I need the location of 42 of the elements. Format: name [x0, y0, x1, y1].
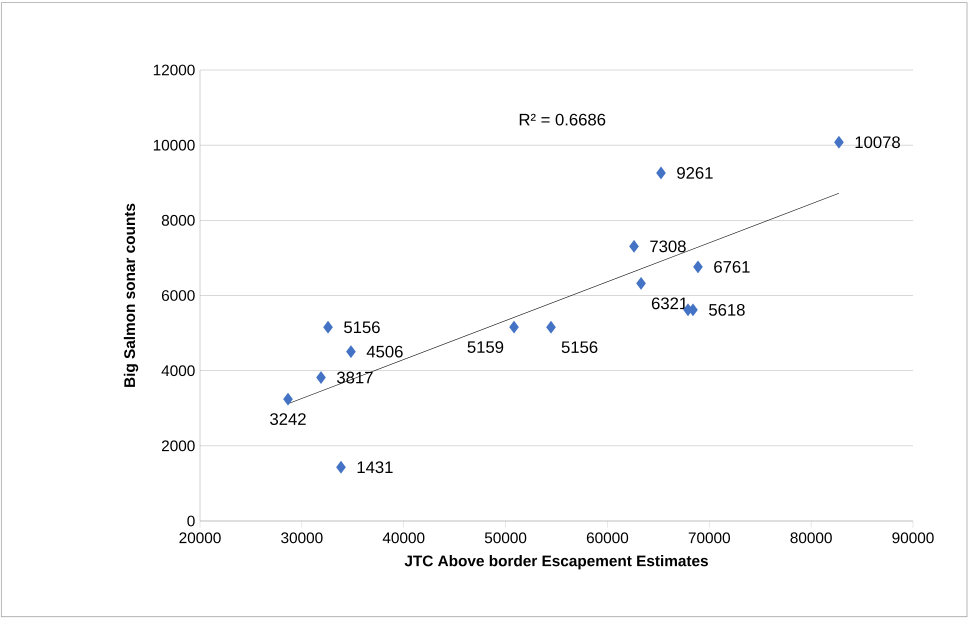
x-tick-label: 70000 [688, 532, 730, 544]
data-label: 3242 [270, 413, 306, 426]
data-label: 5159 [468, 341, 504, 353]
point [323, 320, 333, 334]
y-tick-label: 10000 [154, 140, 195, 151]
x-tick-label: 90000 [892, 532, 934, 544]
y-tick-label: 2000 [162, 440, 195, 452]
data-label: 9261 [677, 167, 713, 179]
point [509, 320, 519, 334]
point [693, 260, 703, 274]
data-label: 6761 [714, 261, 750, 273]
point [834, 136, 844, 149]
y-tick-label: 4000 [162, 365, 195, 376]
point [336, 460, 346, 474]
y-tick-label: 0 [187, 516, 195, 526]
x-tick-label: 60000 [586, 532, 628, 544]
y-axis-title: Big Salmon sonar counts [124, 204, 138, 387]
data-label: 5618 [709, 304, 745, 316]
point [346, 345, 356, 358]
y-tick-label: 8000 [162, 214, 195, 226]
data-label: 4506 [366, 346, 403, 358]
y-tick-label: 6000 [162, 290, 195, 301]
annotation: R² = 0.6686 [520, 114, 606, 126]
point [546, 320, 556, 334]
point [283, 392, 293, 406]
x-tick-label: 80000 [790, 532, 832, 544]
x-tick-label: 50000 [484, 532, 526, 544]
x-tick-label: 30000 [281, 532, 323, 544]
point [629, 240, 639, 253]
data-label: 5156 [344, 321, 380, 334]
data-label: 10078 [856, 136, 900, 148]
point [316, 371, 326, 384]
x-axis-title: JTC Above border Escapement Estimates [404, 555, 708, 570]
x-tick-label: 20000 [179, 532, 221, 544]
data-label: 6321 [652, 297, 688, 310]
y-tick-label: 12000 [154, 64, 195, 76]
data-label: 7308 [650, 240, 686, 252]
point [656, 166, 666, 180]
x-tick-label: 40000 [382, 532, 424, 544]
data-label: 5156 [562, 341, 598, 354]
point [636, 277, 646, 290]
data-label: 1431 [358, 461, 393, 474]
